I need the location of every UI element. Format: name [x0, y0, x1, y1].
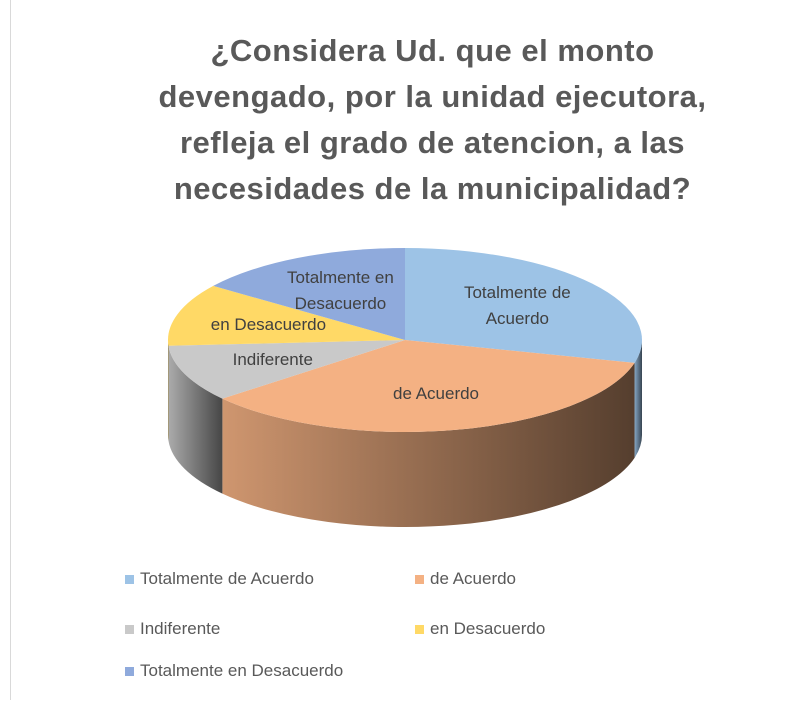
data-label: Totalmente en Desacuerdo — [287, 267, 394, 313]
slice-side — [222, 362, 635, 527]
legend-item: Totalmente en Desacuerdo — [125, 661, 343, 681]
data-label: de Acuerdo — [393, 383, 480, 403]
legend-label: Indiferente — [140, 619, 221, 638]
frame — [10, 0, 781, 700]
slice — [167, 285, 405, 346]
chart-title: ¿Considera Ud. que el monto devengado, p… — [158, 33, 707, 206]
slice — [168, 340, 405, 399]
data-label: en Desacuerdo — [210, 314, 327, 334]
slice-side — [168, 345, 223, 494]
legend-label: en Desacuerdo — [430, 619, 546, 638]
legend-label: de Acuerdo — [430, 569, 517, 588]
legend-swatch — [125, 666, 134, 676]
slice — [222, 340, 635, 432]
slice-side — [634, 340, 642, 458]
slice — [213, 248, 405, 340]
legend-item: Totalmente de Acuerdo — [125, 569, 314, 589]
legend-label: Totalmente en Desacuerdo — [140, 661, 344, 680]
legend-item: Indiferente — [125, 619, 220, 639]
legend-swatch — [125, 624, 134, 634]
legend-swatch — [415, 624, 424, 634]
legend-swatch — [415, 574, 424, 584]
slice — [405, 248, 642, 363]
legend-label: Totalmente de Acuerdo — [140, 569, 314, 588]
legend-swatch — [125, 574, 134, 584]
data-label: Totalmente de Acuerdo — [463, 283, 571, 329]
legend-item: de Acuerdo — [415, 569, 516, 589]
legend-item: en Desacuerdo — [415, 619, 545, 639]
data-label: Indiferente — [232, 350, 313, 370]
